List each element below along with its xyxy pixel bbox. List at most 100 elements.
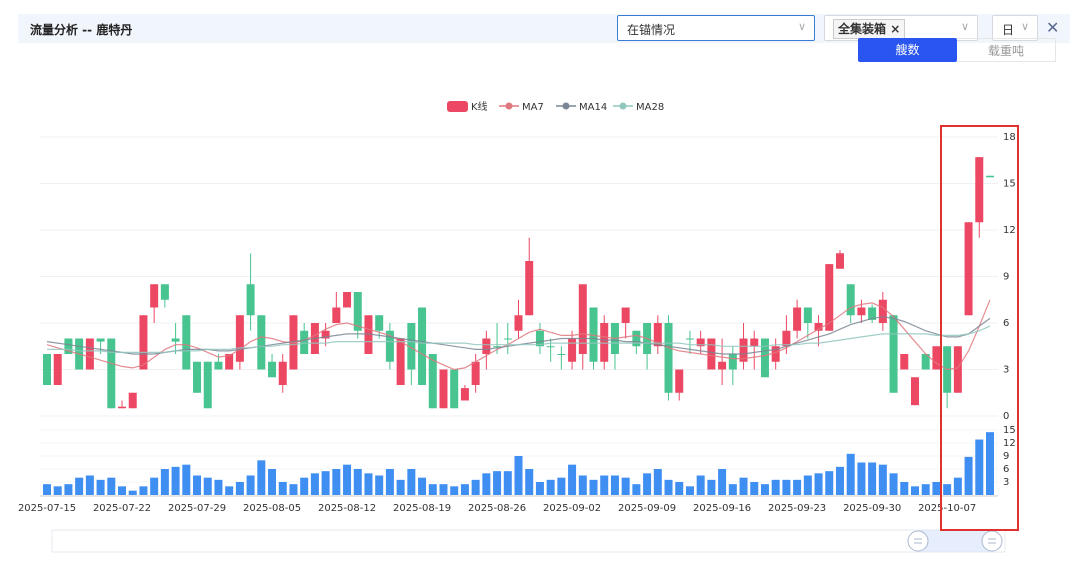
candle-body: [396, 338, 405, 385]
candle-body: [835, 253, 844, 269]
candle-body: [246, 284, 255, 316]
volume-bar: [193, 475, 202, 495]
header-bar: 流量分析 -- 鹿特丹 在锚情况 ∨ 全集装箱 × ∨ 日 ∨: [18, 14, 1070, 43]
candle-body: [418, 307, 427, 385]
candle-body: [235, 315, 244, 362]
volume-bar: [343, 464, 352, 495]
candle-body: [621, 307, 630, 323]
candle-body: [793, 307, 802, 331]
close-button[interactable]: ✕: [1046, 18, 1060, 37]
zoom-track: [51, 529, 1006, 553]
x-tick-label: 2025-09-02: [543, 503, 601, 514]
y-tick-label: 18: [1003, 132, 1016, 143]
volume-bar: [771, 479, 780, 495]
candle-body: [43, 354, 51, 385]
volume-bar: [825, 471, 834, 495]
y-tick-label: 6: [1003, 318, 1009, 329]
candle-body: [632, 330, 641, 347]
candle-body: [300, 330, 309, 354]
candle-body: [932, 346, 941, 370]
volume-bar: [43, 484, 51, 495]
status-select-text: 在锚情况: [627, 23, 676, 37]
candle-body: [503, 338, 512, 340]
x-tick-label: 2025-07-15: [18, 503, 76, 514]
candle-body: [803, 307, 812, 323]
volume-bar: [953, 477, 962, 495]
candle-body: [760, 338, 769, 378]
period-select[interactable]: 日 ∨: [992, 15, 1038, 41]
volume-bar: [525, 469, 534, 495]
volume-bar: [600, 475, 609, 495]
cargo-select[interactable]: 全集装箱 × ∨: [824, 15, 978, 41]
status-select[interactable]: 在锚情况 ∨: [617, 15, 815, 41]
x-tick-label: 2025-09-16: [693, 503, 751, 514]
candle-body: [471, 361, 480, 385]
toggle-active[interactable]: 艘数: [858, 38, 957, 62]
legend-swatch: [505, 102, 513, 110]
volume-bar: [986, 432, 994, 495]
volume-bar: [503, 471, 512, 495]
volume-bar: [793, 479, 802, 495]
highlight-box: [940, 125, 1019, 531]
x-tick-label: 2025-08-26: [468, 503, 526, 514]
cargo-tag[interactable]: 全集装箱 ×: [833, 19, 906, 39]
candle-body: [364, 315, 373, 354]
ma-line: [46, 299, 991, 371]
y-tick-label: 9: [1003, 451, 1009, 462]
volume-bar: [128, 490, 137, 495]
volume-bar: [171, 466, 180, 495]
volume-bar: [653, 469, 662, 495]
y-tick-label: 9: [1003, 272, 1009, 283]
volume-bar: [139, 486, 148, 495]
volume-bar: [889, 473, 898, 495]
volume-bar: [707, 479, 716, 495]
volume-bar: [910, 486, 919, 495]
toggle-inactive[interactable]: 载重吨: [957, 38, 1056, 62]
candle-body: [257, 315, 266, 370]
volume-bar: [739, 477, 748, 495]
candle-body: [771, 346, 780, 362]
candle-body: [707, 338, 716, 370]
candle-body: [53, 354, 62, 385]
volume-bar: [557, 477, 566, 495]
legend-swatch: [619, 102, 627, 110]
volume-bar: [643, 473, 652, 495]
volume-bar: [439, 484, 448, 495]
candle-body: [728, 354, 737, 370]
volume-bar: [835, 466, 844, 495]
candle-body: [493, 346, 502, 348]
volume-bar: [107, 477, 116, 495]
zoom-window: [918, 530, 992, 552]
chevron: ∨: [797, 20, 806, 33]
volume-bar: [385, 469, 394, 495]
y-tick-label: 6: [1003, 464, 1009, 475]
candle-body: [557, 354, 566, 355]
candle-body: [578, 284, 587, 354]
candle-body: [653, 323, 662, 347]
y-tick-label: 15: [1003, 425, 1016, 436]
candle-body: [675, 369, 684, 393]
candle-body: [150, 284, 159, 308]
candle-body: [900, 354, 909, 370]
legend-label: MA28: [636, 102, 664, 113]
candle-body: [921, 354, 930, 370]
candle-body: [482, 338, 491, 354]
candle-body: [514, 315, 523, 331]
candle-body: [428, 354, 437, 409]
candle-body: [107, 338, 116, 409]
volume-bar: [353, 469, 362, 495]
candle-body: [193, 361, 202, 393]
volume-bar: [589, 479, 598, 495]
volume-bar: [868, 462, 877, 495]
candle-body: [878, 299, 887, 323]
volume-bar: [203, 477, 212, 495]
volume-bar: [450, 486, 459, 495]
volume-bar: [857, 462, 866, 495]
candle-body: [268, 361, 277, 378]
candle-body: [139, 315, 148, 370]
volume-bar: [718, 469, 727, 495]
candle-body: [600, 323, 609, 362]
x-tick-label: 2025-10-07: [918, 503, 976, 514]
candle-body: [278, 361, 287, 385]
candle-body: [739, 338, 748, 362]
